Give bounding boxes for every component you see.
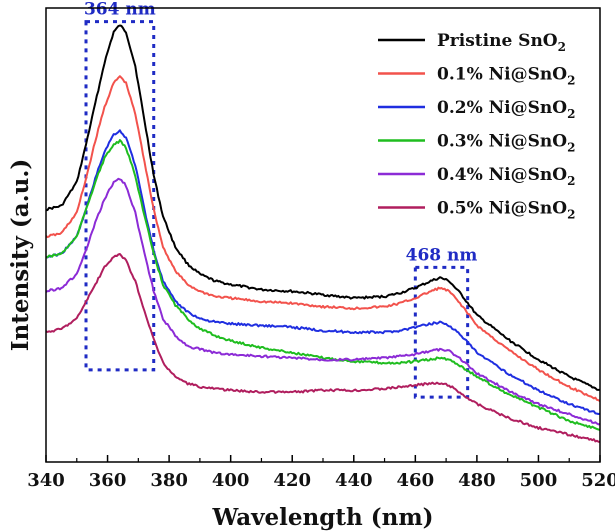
series-line [45, 24, 600, 391]
legend-label: 0.3% Ni@SnO2 [437, 132, 575, 155]
series-line [45, 75, 601, 403]
peak-label: 364 nm [84, 0, 156, 20]
peak-box [84, 20, 156, 372]
x-tick-label: 460 [397, 470, 435, 491]
x-tick-label: 500 [520, 470, 558, 491]
series-line [45, 139, 601, 432]
x-tick-label: 340 [27, 470, 65, 491]
series-lines [45, 24, 601, 443]
peak-label: 468 nm [406, 245, 478, 265]
legend-label: 0.1% Ni@SnO2 [437, 65, 575, 88]
series-line [45, 253, 601, 443]
legend-label: 0.2% Ni@SnO2 [437, 98, 575, 121]
series-line [45, 129, 601, 415]
legend-label: 0.5% Ni@SnO2 [437, 199, 575, 222]
y-axis-title: Intensity (a.u.) [7, 159, 34, 352]
peak-annotations: 364 nm 468 nm [84, 0, 478, 399]
x-tick-label: 480 [458, 470, 496, 491]
x-tick-label: 520 [581, 470, 615, 491]
x-tick-label: 380 [150, 470, 188, 491]
legend-label: 0.4% Ni@SnO2 [437, 165, 575, 188]
x-axis-title: Wavelength (nm) [211, 504, 433, 531]
legend-label: Pristine SnO2 [437, 31, 566, 54]
x-tick-label: 440 [335, 470, 373, 491]
legend: Pristine SnO2 0.1% Ni@SnO2 0.2% Ni@SnO2 0.3… [378, 31, 575, 222]
x-axis-ticks: 340 360 380 400 420 440 460 480 500 520 [27, 455, 615, 491]
x-tick-label: 400 [212, 470, 250, 491]
x-tick-label: 360 [89, 470, 127, 491]
peak-box [413, 265, 470, 399]
series-line [45, 177, 601, 426]
x-tick-label: 420 [273, 470, 311, 491]
